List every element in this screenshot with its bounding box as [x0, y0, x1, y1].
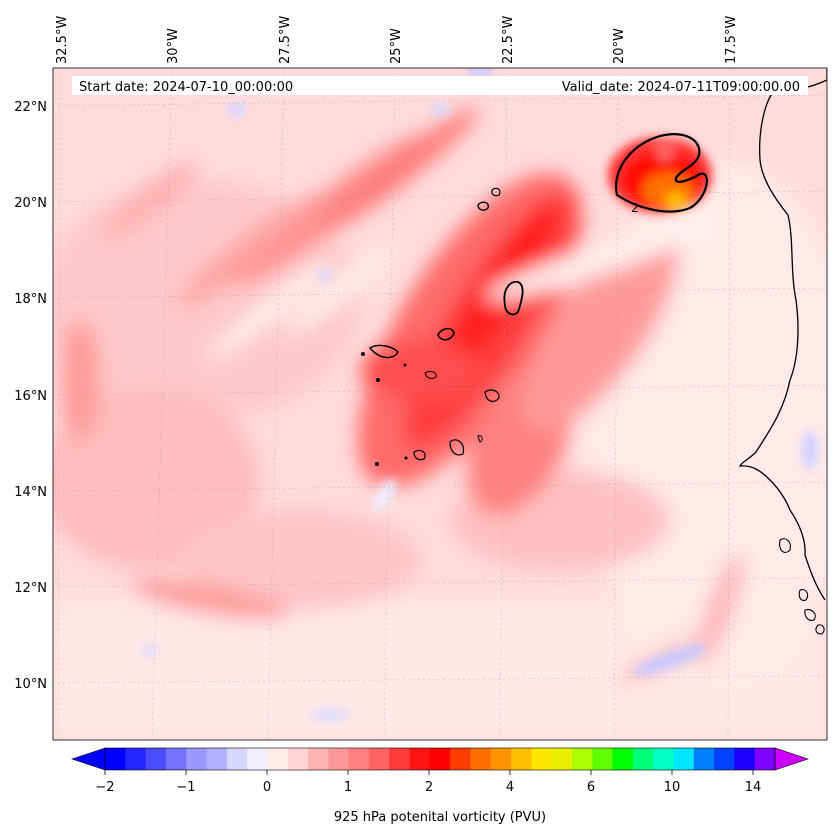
island-dots	[361, 352, 408, 466]
pv-contours	[368, 133, 708, 461]
colorbar-cell	[754, 748, 776, 770]
lat-label: 10°N	[14, 677, 47, 692]
colorbar: −2 −1 0 1 2 4 6 10 14 925 hPa potenital …	[71, 747, 809, 825]
colorbar-cell	[632, 748, 654, 770]
colorbar-cell	[653, 748, 674, 770]
colorbar-cell	[267, 748, 289, 770]
colorbar-cell	[571, 748, 593, 770]
colorbar-cell	[612, 748, 634, 770]
colorbar-cell	[186, 748, 207, 770]
lat-label: 20°N	[14, 196, 47, 211]
valid-date-label: Valid_date: 2024-07-11T09:00:00.00	[562, 80, 800, 95]
colorbar-cell	[206, 748, 228, 770]
colorbar-cell	[693, 748, 715, 770]
colorbar-extend-min	[71, 747, 106, 771]
colorbar-cell	[490, 748, 512, 770]
colorbar-cell	[551, 748, 573, 770]
colorbar-outline	[104, 747, 776, 771]
lat-labels: 22°N 20°N 18°N 16°N 14°N 12°N 10°N	[14, 100, 47, 692]
lon-label: 17.5°W	[724, 16, 739, 64]
colorbar-cell	[734, 748, 756, 770]
colorbar-cell	[511, 748, 532, 770]
colorbar-cell	[105, 748, 126, 770]
colorbar-cells	[105, 748, 776, 770]
colorbar-tick-label: 6	[587, 780, 595, 795]
colorbar-cell	[165, 748, 187, 770]
colorbar-cell	[531, 748, 553, 770]
colorbar-tick-label: −2	[95, 780, 114, 795]
colorbar-cell	[389, 748, 410, 770]
colorbar-cell	[308, 748, 329, 770]
lon-label: 22.5°W	[501, 16, 516, 64]
coastline	[738, 68, 827, 601]
colorbar-tick-label: 2	[425, 780, 433, 795]
colorbar-tick-label: −1	[176, 780, 195, 795]
pv-field-smooth	[53, 107, 827, 740]
colorbar-cell	[287, 748, 309, 770]
colorbar-cell	[247, 748, 268, 770]
lat-label: 22°N	[14, 100, 47, 115]
lat-label: 12°N	[14, 581, 47, 596]
graticule	[53, 68, 827, 740]
colorbar-cell	[145, 748, 167, 770]
lon-label: 20°W	[612, 28, 627, 64]
colorbar-cell	[368, 748, 390, 770]
colorbar-cell	[714, 748, 735, 770]
lat-label: 16°N	[14, 389, 47, 404]
colorbar-tick-label: 1	[344, 780, 352, 795]
colorbar-label: 925 hPa potenital vorticity (PVU)	[334, 810, 546, 825]
lon-label: 27.5°W	[278, 16, 293, 64]
colorbar-cell	[409, 748, 431, 770]
map-frame	[52, 67, 828, 741]
colorbar-tick-marks	[104, 770, 754, 775]
colorbar-cell	[226, 748, 248, 770]
start-date-label: Start date: 2024-07-10_00:00:00	[79, 80, 293, 95]
colorbar-cell	[450, 748, 471, 770]
colorbar-cell	[429, 748, 451, 770]
colorbar-cell	[673, 748, 695, 770]
lon-label: 25°W	[389, 28, 404, 64]
colorbar-extend-max	[774, 747, 809, 771]
colorbar-cell	[470, 748, 492, 770]
lon-label: 32.5°W	[55, 16, 70, 64]
colorbar-cell	[592, 748, 613, 770]
contour-label: 2	[631, 201, 639, 215]
pv-negative-patches	[142, 68, 818, 721]
colorbar-cell	[125, 748, 146, 770]
pv-field: 2	[53, 68, 827, 740]
lon-labels: 32.5°W 30°W 27.5°W 25°W 22.5°W 20°W 17.5…	[55, 16, 739, 64]
lat-label: 18°N	[14, 292, 47, 307]
lon-label: 30°W	[166, 28, 181, 64]
colorbar-cell	[348, 748, 370, 770]
colorbar-tick-labels: −2 −1 0 1 2 4 6 10 14	[95, 780, 761, 795]
colorbar-tick-label: 10	[664, 780, 681, 795]
colorbar-tick-label: 14	[745, 780, 762, 795]
lat-label: 14°N	[14, 485, 47, 500]
colorbar-tick-label: 0	[263, 780, 271, 795]
coastal-islands	[779, 538, 825, 635]
date-banner	[72, 76, 808, 95]
colorbar-tick-label: 4	[506, 780, 514, 795]
colorbar-cell	[328, 748, 350, 770]
